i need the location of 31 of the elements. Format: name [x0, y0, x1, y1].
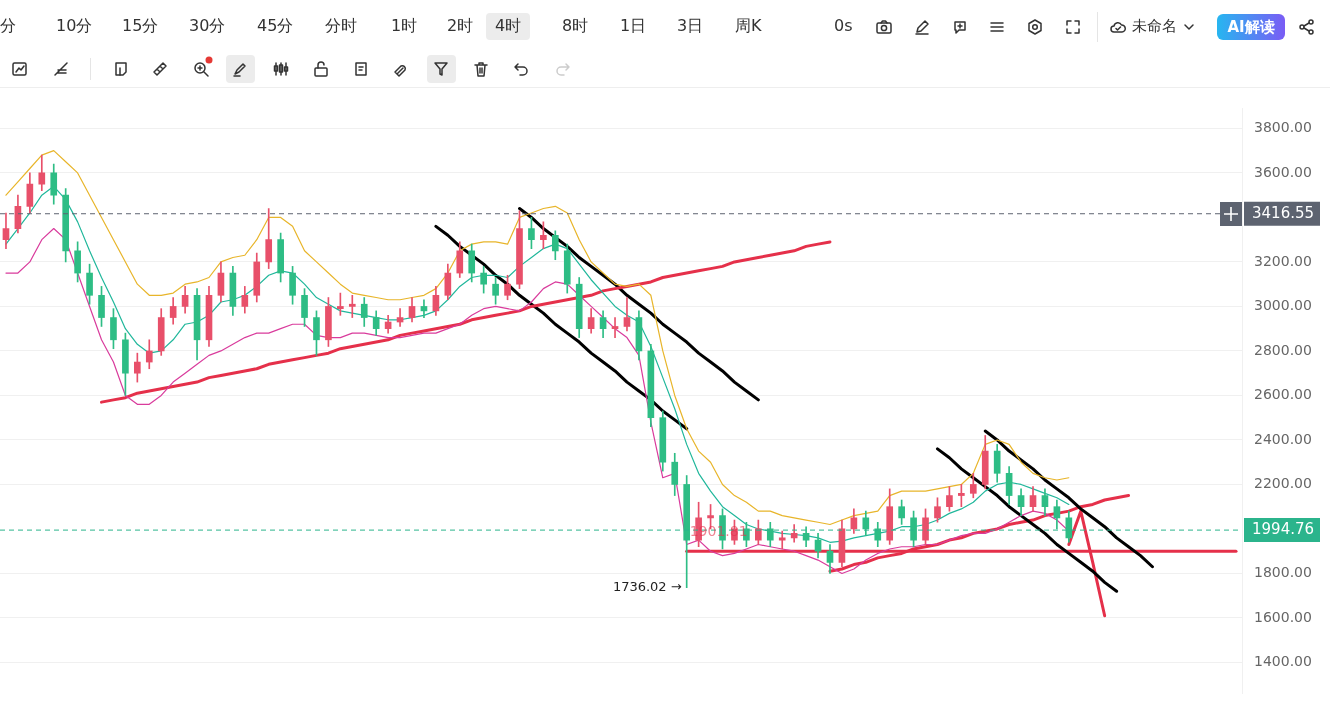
- y-tick-label: 3000.00: [1254, 297, 1312, 314]
- y-tick-label: 2400.00: [1254, 430, 1312, 447]
- text: 分: [0, 15, 17, 37]
- ref-line-label: 1994.76: [1252, 520, 1315, 538]
- y-tick-label: 3200.00: [1254, 252, 1312, 269]
- annotation: 1736.02 →: [612, 579, 682, 595]
- y-tick-label: 1600.00: [1254, 608, 1312, 625]
- text: 10分: [55, 15, 94, 37]
- text: 未命名: [1132, 17, 1177, 36]
- y-tick-label: 2200.00: [1254, 475, 1312, 492]
- text: 4时: [486, 13, 531, 40]
- y-tick-label: 2800.00: [1254, 341, 1312, 358]
- text: 15分: [121, 15, 160, 37]
- y-tick-label: 3600.00: [1254, 163, 1312, 180]
- y-tick-label: 3800.00: [1254, 119, 1312, 136]
- text: 1日: [619, 15, 648, 37]
- text: 分时: [324, 15, 358, 37]
- text: 3日: [676, 15, 705, 37]
- text: 30分: [188, 15, 227, 37]
- text: 周K: [734, 15, 763, 37]
- ref-line-label: 3416.55: [1252, 203, 1315, 222]
- y-tick-label: 1400.00: [1254, 653, 1312, 670]
- y-tick-label: 2600.00: [1254, 386, 1312, 403]
- text: 1时: [390, 15, 419, 37]
- text: AI解读: [1217, 14, 1285, 40]
- text: 2时: [446, 15, 475, 37]
- text: 45分: [256, 15, 295, 37]
- text: 8时: [561, 15, 590, 37]
- y-tick-label: 1800.00: [1254, 564, 1312, 581]
- text: 0s: [834, 16, 853, 35]
- series-label: 1901.81: [689, 522, 748, 539]
